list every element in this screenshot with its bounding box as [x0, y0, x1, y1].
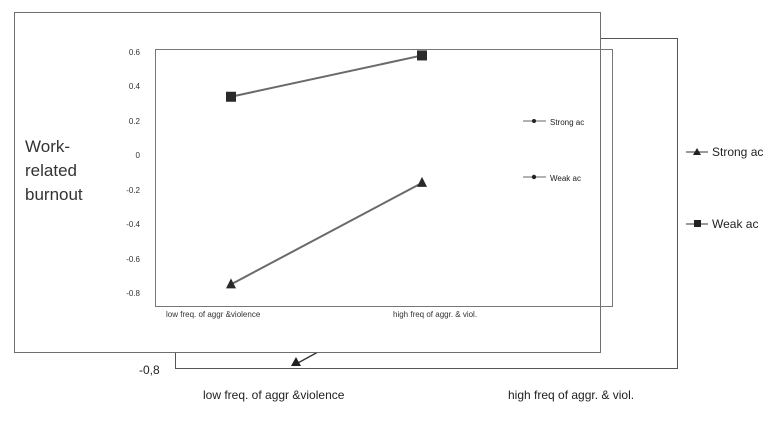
- data-point-triangle-marker: [417, 176, 427, 187]
- inset-legend-square-icon: [531, 174, 537, 180]
- inset-legend-diamond-icon: [532, 119, 536, 123]
- background-strong-ac-marker: [291, 357, 301, 366]
- background-plot-left-edge: [175, 353, 176, 369]
- ytick-label: -0.6: [126, 254, 140, 264]
- ytick-label: -0.2: [126, 185, 140, 195]
- y-axis-title-line-3: burnout: [25, 185, 83, 204]
- ytick-label: -0.8: [126, 289, 140, 298]
- ytick-label: 0.6: [128, 48, 140, 57]
- data-point-square-marker: [417, 50, 427, 61]
- background-xtick-label-high: high freq of aggr. & viol.: [508, 388, 635, 402]
- background-legend-weak-label: Weak ac: [712, 217, 759, 231]
- data-point-triangle-marker: [226, 278, 236, 289]
- series-line-weak-ac: [230, 54, 423, 98]
- inset-legend-strong-label: Strong ac: [550, 118, 585, 127]
- inset-chart-panel: Work- related burnout 0.6 0.4 0.2 0 -0.2 -0.4…: [14, 12, 613, 353]
- ytick-label: 0.2: [128, 116, 140, 126]
- background-legend-square-icon: [694, 220, 701, 227]
- background-legend-strong-label: Strong ac: [712, 145, 764, 159]
- background-xtick-label-low: low freq. of aggr &violence: [203, 388, 345, 402]
- y-axis-title: Work- related burnout: [25, 135, 83, 207]
- series-line-strong-ac: [230, 181, 423, 286]
- data-point-square-marker: [226, 91, 236, 102]
- background-legend-triangle-icon: [693, 148, 701, 155]
- ytick-label: 0: [135, 151, 140, 161]
- inset-legend-weak-label: Weak ac: [550, 174, 581, 183]
- y-axis-title-line-2: related: [25, 161, 77, 180]
- background-strong-ac-line-fragment: [295, 351, 319, 365]
- xtick-label-high: high freq of aggr. & viol.: [393, 310, 478, 319]
- background-ytick-label: -0,8: [139, 363, 160, 377]
- ytick-label: -0.4: [126, 220, 140, 230]
- y-axis-title-line-1: Work-: [25, 137, 71, 156]
- xtick-label-low: low freq. of aggr &violence: [166, 310, 261, 319]
- ytick-label: 0.4: [128, 82, 140, 92]
- inset-plot-area: [155, 49, 613, 307]
